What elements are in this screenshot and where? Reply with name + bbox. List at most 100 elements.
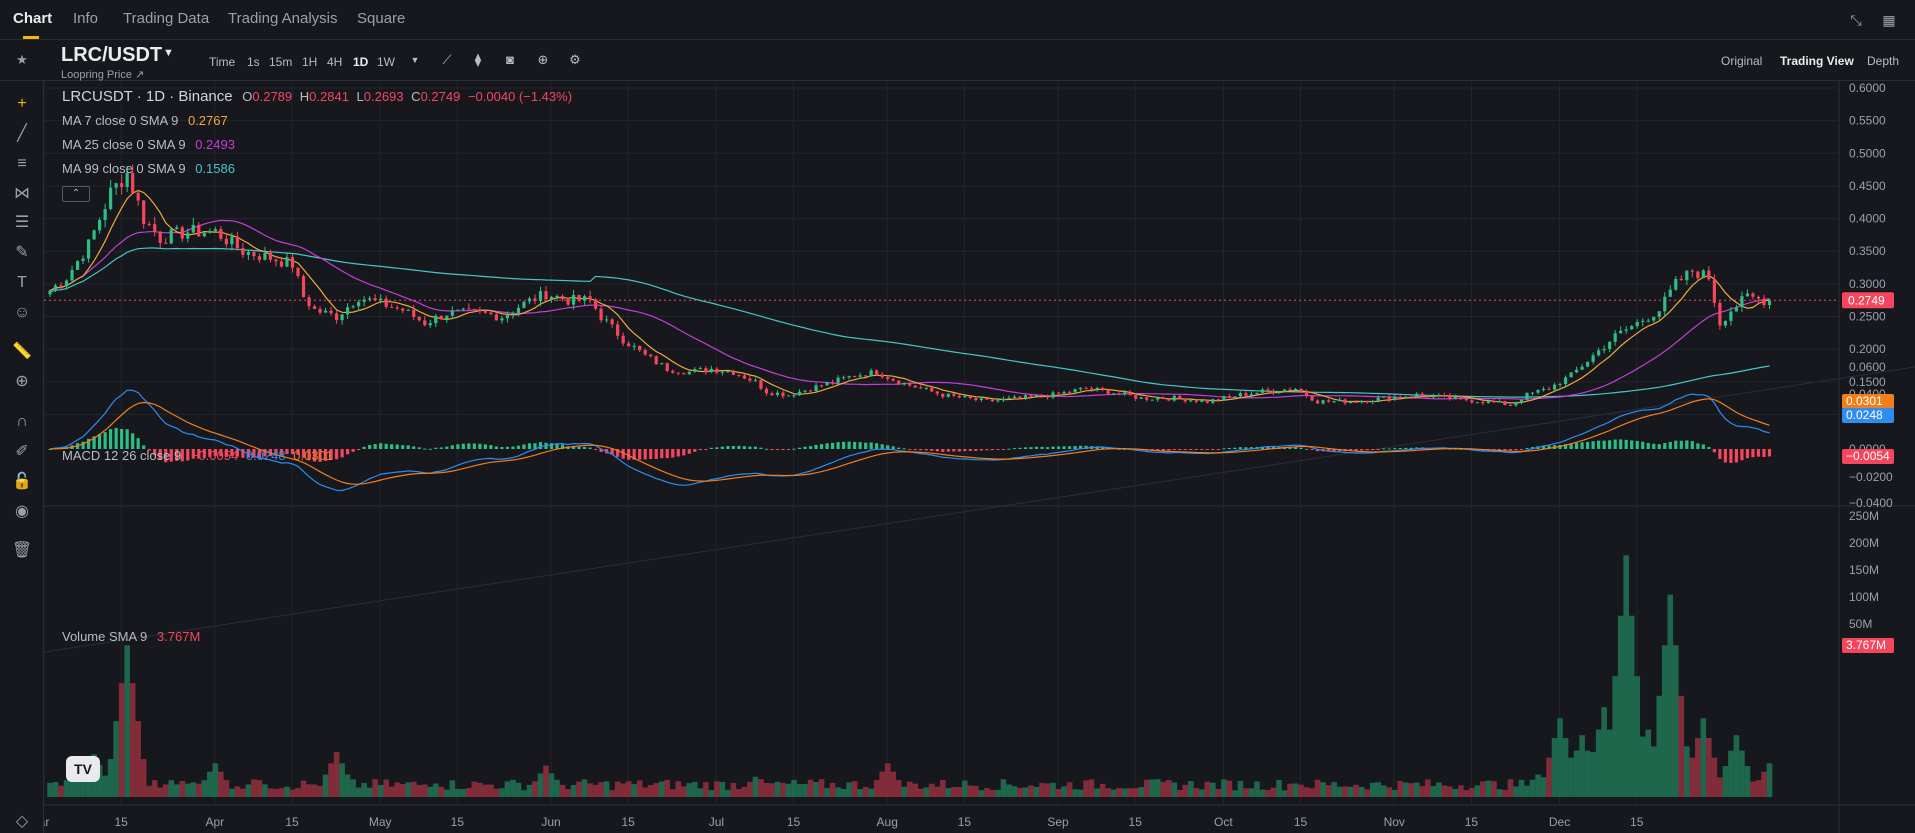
candle-body [428,323,432,326]
macd-signal-tag [1842,394,1894,409]
candle-body [764,388,769,394]
timeframe-4h[interactable]: 4H [327,55,343,69]
candle-type-icon[interactable]: ⧫ [474,52,482,67]
eye-icon[interactable]: ◉ [15,503,29,520]
timeframe-1w[interactable]: 1W [377,55,395,69]
collapse-legend-button[interactable]: ⌃ [62,186,90,202]
candle-body [1519,399,1524,403]
macd-hist-bar [1227,447,1231,449]
tab-info[interactable]: Info [73,10,99,27]
layers-icon[interactable]: ◇ [15,813,29,830]
zoom-icon[interactable]: ⊕ [15,373,29,390]
candle-body [676,372,680,374]
volume-bar [1204,781,1211,797]
macd-hist-bar [109,429,113,449]
emoji-icon[interactable]: ☺ [13,304,31,321]
ruler-icon[interactable]: 📏 [12,343,32,360]
volume-bar [570,785,577,797]
candle-body [86,239,91,259]
timeframe-1d[interactable]: 1D [353,55,369,69]
view-original[interactable]: Original [1721,54,1763,68]
volume-bar [1761,771,1767,797]
macd-hist-bar [1756,449,1761,457]
macd-value-tag [1842,408,1894,423]
macd-hist-bar [92,436,96,449]
trend-line-icon[interactable]: ╱ [17,125,27,142]
macd-hist-bar [1547,445,1551,449]
tab-trading-data[interactable]: Trading Data [123,10,210,27]
macd-hist-bar [1040,446,1044,449]
view-trading-view[interactable]: Trading View [1780,54,1854,68]
price-tick-label: 0.4500 [1849,179,1886,193]
candle-body [1156,398,1160,400]
macd-hist-bar [1266,446,1270,449]
macd-hist-bar [120,429,124,449]
pattern-icon[interactable]: ⋈ [14,185,30,202]
brush-icon[interactable]: ✎ [15,244,29,261]
camera-icon[interactable]: ◙ [506,52,514,67]
price-chart[interactable]: ar 15 Apr 15 May 15 Jun 15 Jul 15 Aug 15 Sep 15 Oct 15 N… [44,81,1915,833]
horizontal-lines-icon[interactable]: ≡ [17,155,27,172]
macd-hist-bar [1349,449,1353,452]
macd-hist-bar [318,449,322,462]
volume-bar [835,787,841,797]
volume-bar [262,784,268,797]
macd-hist-bar [114,427,118,449]
candle-body [219,229,223,239]
timeframe-1h[interactable]: 1H [302,55,318,69]
volume-bar [532,781,538,797]
volume-bar [207,771,213,797]
timeframe-dropdown-icon[interactable]: ▼ [410,55,420,65]
x-tick-label: Oct [1214,815,1233,829]
minimize-icon[interactable]: ⤡ [1850,12,1862,28]
indicators-icon[interactable]: ⟋ [442,52,452,67]
candle-body [775,392,780,396]
timeframe-15m[interactable]: 15m [269,55,293,69]
volume-bar [113,721,119,797]
settings-gear-icon[interactable]: ⚙ [569,52,581,67]
price-tick-label: 0.5500 [1849,114,1886,128]
volume-bar [256,780,263,797]
macd-hist-bar [164,449,168,463]
tab-square[interactable]: Square [357,10,406,27]
macd-hist-bar [235,449,239,457]
tab-trading-analysis[interactable]: Trading Analysis [228,10,338,27]
macd-hist-bar [886,445,890,449]
magnet-icon[interactable]: ∩ [16,413,28,430]
volume-bar [466,787,472,797]
crosshair-icon[interactable]: + [17,95,27,112]
candle-body [1690,270,1694,272]
volume-bar [1347,786,1354,797]
view-depth[interactable]: Depth [1867,54,1900,68]
candle-body [891,378,895,381]
volume-tick-label: 50M [1849,617,1872,631]
macd-hist-bar [1393,448,1397,450]
candle-body [1718,302,1722,326]
candle-body [605,319,609,321]
symbol-subtitle[interactable]: Loopring Price ↗ [61,69,145,81]
add-icon[interactable]: ⊕ [537,52,549,67]
trash-icon[interactable]: 🗑 [11,542,33,559]
macd-hist-bar [555,443,559,449]
timeframe-1s[interactable]: 1s [247,55,260,69]
volume-bar [1270,787,1277,797]
candle-body [946,393,950,397]
macd-hist-bar [588,447,592,449]
volume-bar [581,779,588,797]
tab-chart[interactable]: Chart [13,10,53,27]
symbol-dropdown-icon[interactable]: ▼ [163,47,174,59]
volume-bar [1210,782,1216,797]
grid-icon[interactable]: ▦ [1882,12,1896,28]
timeframe-time[interactable]: Time [209,55,236,69]
macd-hist-bar [274,449,278,456]
candle-body [197,224,201,237]
unlock-icon[interactable]: 🔓 [12,473,32,490]
macd-hist-bar [98,434,102,449]
fib-icon[interactable]: ☰ [14,214,30,231]
volume-bar [421,784,428,797]
lock-draw-icon[interactable]: ✐ [15,443,29,460]
text-icon[interactable]: T [17,274,27,291]
candle-body [1740,296,1744,308]
favorite-star-icon[interactable]: ★ [16,52,28,67]
symbol-name[interactable]: LRC/USDT [61,44,163,66]
